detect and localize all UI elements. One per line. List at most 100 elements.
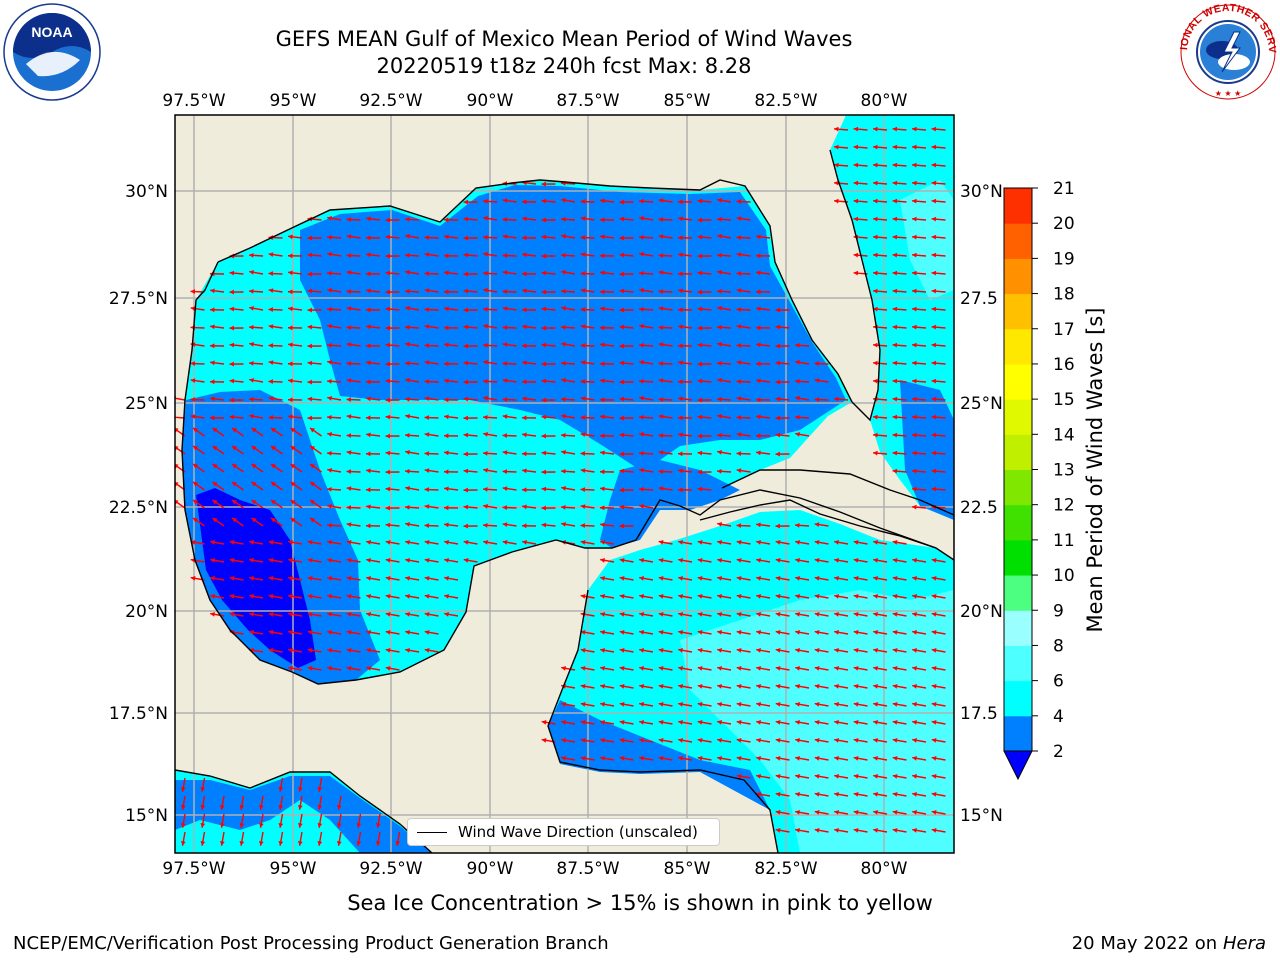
wind-arrow	[834, 575, 849, 581]
wind-arrow	[560, 468, 576, 474]
wind-arrow	[892, 360, 907, 366]
wind-arrow	[775, 737, 790, 743]
wind-arrow	[736, 288, 751, 293]
wind-arrow	[795, 629, 810, 635]
wind-arrow	[756, 611, 771, 617]
wind-arrow	[697, 378, 712, 384]
wind-arrow	[697, 270, 712, 276]
wind-arrow	[931, 324, 946, 330]
wind-arrow	[209, 343, 225, 349]
wind-arrow	[619, 235, 634, 241]
wind-arrow	[385, 486, 400, 492]
wind-arrow	[443, 505, 459, 511]
wind-arrow	[892, 665, 907, 671]
wind-arrow	[560, 432, 576, 438]
colorbar-segment	[1004, 469, 1032, 506]
colorbar-tick-label: 14	[1053, 425, 1075, 445]
wind-arrow	[541, 234, 556, 240]
sea-ice-note: Sea Ice Concentration > 15% is shown in …	[347, 891, 933, 915]
wind-arrow	[522, 288, 537, 294]
wind-arrow	[892, 701, 907, 707]
wind-arrow	[580, 216, 595, 221]
wind-arrow	[717, 755, 732, 761]
wind-arrow	[619, 701, 634, 707]
wind-arrow	[385, 539, 400, 545]
wind-arrow	[697, 469, 712, 475]
wind-arrow	[483, 323, 498, 329]
colorbar-tick-label: 4	[1053, 707, 1064, 727]
wind-arrow	[834, 755, 849, 761]
wind-arrow	[366, 575, 381, 581]
wind-arrow	[424, 611, 439, 617]
wind-arrow	[678, 468, 693, 474]
wind-arrow	[326, 306, 342, 312]
wind-arrow	[795, 791, 810, 797]
wind-arrow	[775, 593, 790, 599]
colorbar-tick-label: 11	[1053, 531, 1075, 551]
wind-arrow	[521, 415, 537, 421]
wind-arrow	[580, 737, 595, 743]
wind-arrow	[288, 611, 303, 617]
wind-arrow	[736, 216, 751, 221]
wind-arrow	[580, 593, 595, 599]
wind-arrow	[346, 433, 361, 438]
wind-arrow	[287, 397, 303, 403]
svg-text:★ ★ ★: ★ ★ ★	[1215, 89, 1242, 98]
coastline-pacific	[175, 769, 433, 853]
wind-arrow	[483, 251, 498, 257]
wind-arrow	[872, 216, 888, 222]
wind-arrow	[219, 813, 225, 828]
wind-arrow	[229, 557, 244, 563]
wind-arrow	[736, 557, 751, 563]
wind-arrow	[756, 755, 771, 761]
wind-arrow	[405, 449, 420, 455]
wind-arrow	[639, 611, 654, 617]
wind-arrow	[599, 289, 615, 295]
wind-arrow	[716, 252, 732, 258]
wind-arrow	[192, 427, 205, 437]
wind-arrow	[444, 557, 459, 563]
wind-arrow	[317, 831, 323, 846]
nws-logo: NATIONAL WEATHER SERVICE ★ ★ ★	[1178, 2, 1278, 100]
wind-arrow	[756, 234, 771, 240]
wind-arrow	[560, 504, 576, 510]
wind-arrow	[814, 378, 829, 383]
wind-arrow	[892, 342, 907, 348]
right-latitude-label: 15°N	[960, 806, 1003, 826]
wind-arrow	[775, 451, 790, 457]
wind-arrow	[892, 432, 907, 438]
wind-arrow	[502, 306, 517, 311]
colorbar-tick-label: 6	[1053, 672, 1064, 692]
wind-arrow	[619, 379, 634, 385]
wind-arrow	[580, 199, 595, 204]
wind-arrow	[892, 593, 907, 599]
wind-arrow	[326, 270, 342, 276]
wind-arrow	[756, 647, 771, 653]
wind-arrow	[892, 755, 907, 761]
wind-arrow	[541, 306, 556, 312]
wind-arrow	[873, 575, 888, 581]
wind-arrow	[600, 539, 615, 545]
wind-arrow	[658, 629, 673, 635]
wind-arrow	[736, 379, 751, 384]
wind-arrow	[249, 593, 264, 599]
wind-arrow	[385, 611, 400, 617]
wind-arrow	[365, 415, 381, 421]
wind-arrow	[853, 611, 868, 617]
wind-arrow	[619, 647, 634, 653]
wind-arrow	[444, 450, 459, 456]
colorbar-segment	[1004, 293, 1032, 330]
wind-arrow	[288, 270, 303, 276]
wind-arrow	[502, 505, 517, 510]
wind-arrow	[639, 593, 654, 599]
wind-arrow	[912, 719, 927, 725]
wind-arrow	[853, 629, 868, 635]
wind-arrow	[795, 809, 810, 815]
wind-arrow	[190, 289, 205, 294]
wind-arrow	[678, 288, 693, 294]
wind-arrow	[346, 289, 361, 294]
wind-arrow	[639, 557, 654, 563]
wind-arrow	[619, 451, 634, 457]
wind-arrow	[463, 432, 478, 438]
wind-arrow	[931, 809, 946, 815]
